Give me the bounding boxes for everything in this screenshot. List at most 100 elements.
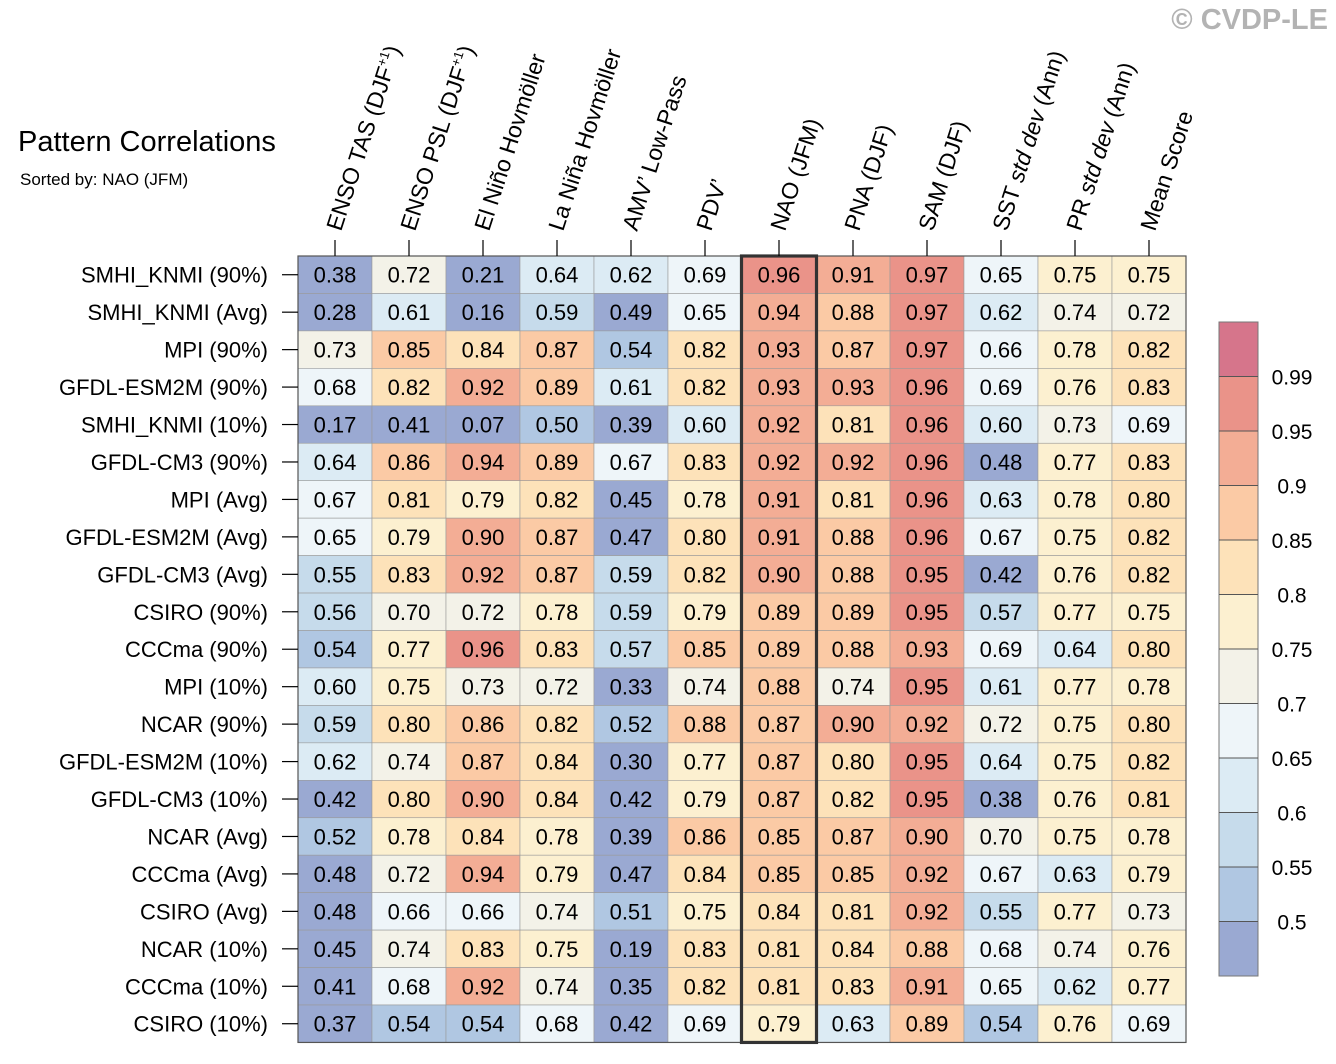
cell-value: 0.89 (758, 600, 801, 625)
cell-value: 0.37 (314, 1012, 357, 1037)
cell-value: 0.88 (758, 675, 801, 700)
cell-value: 0.92 (758, 450, 801, 475)
cell-value: 0.57 (980, 600, 1023, 625)
heatmap-cell (815, 517, 891, 556)
cell-value: 0.82 (1128, 750, 1171, 775)
heatmap-cell (297, 405, 373, 444)
cell-value: 0.65 (980, 263, 1023, 288)
cell-value: 0.90 (906, 824, 949, 849)
heatmap-cell (667, 854, 743, 893)
cell-value: 0.42 (610, 787, 653, 812)
heatmap-cell (1037, 892, 1113, 931)
cell-value: 0.83 (462, 937, 505, 962)
heatmap-cell (297, 854, 373, 893)
heatmap-cell (741, 592, 817, 631)
colorbar-segment (1219, 649, 1258, 704)
row-label: GFDL-ESM2M (10%) (59, 750, 268, 775)
heatmap-cell (445, 779, 521, 819)
cell-value: 0.87 (758, 787, 801, 812)
cell-value: 0.81 (758, 974, 801, 999)
heatmap-cell (889, 667, 965, 706)
cell-value: 0.61 (388, 300, 431, 325)
cell-value: 0.64 (536, 263, 579, 288)
cell-value: 0.87 (536, 562, 579, 587)
cell-value: 0.85 (684, 637, 727, 662)
cell-value: 0.55 (314, 562, 357, 587)
heatmap-cell (667, 892, 743, 931)
colorbar-segment (1219, 594, 1258, 649)
cell-value: 0.92 (832, 450, 875, 475)
cell-value: 0.42 (314, 787, 357, 812)
heatmap-cell (1111, 967, 1187, 1006)
row-label: GFDL-CM3 (10%) (91, 787, 268, 812)
heatmap-cell (963, 368, 1039, 407)
cell-value: 0.54 (980, 1012, 1023, 1037)
cell-value: 0.89 (906, 1012, 949, 1037)
row-label: GFDL-ESM2M (Avg) (65, 525, 268, 550)
cell-value: 0.07 (462, 413, 505, 438)
heatmap-cell (593, 405, 669, 444)
heatmap-cell (371, 892, 447, 931)
cell-value: 0.60 (980, 413, 1023, 438)
cell-value: 0.75 (684, 899, 727, 924)
cell-value: 0.79 (388, 525, 431, 550)
cell-value: 0.76 (1054, 375, 1097, 400)
cell-value: 0.48 (980, 450, 1023, 475)
heatmap-cell (963, 630, 1039, 669)
heatmap-cell (1037, 368, 1113, 407)
heatmap-cell (963, 442, 1039, 482)
cell-value: 0.68 (980, 937, 1023, 962)
cell-value: 0.74 (1054, 937, 1097, 962)
heatmap-cell (593, 555, 669, 594)
cell-value: 0.79 (536, 862, 579, 887)
heatmap-cell (667, 742, 743, 781)
heatmap-cell (963, 967, 1039, 1006)
heatmap-cell (1111, 929, 1187, 968)
heatmap-cell (1037, 480, 1113, 519)
cell-value: 0.59 (314, 712, 357, 737)
cell-value: 0.17 (314, 413, 357, 438)
heatmap-cell (371, 630, 447, 669)
colorbar-segment (1219, 812, 1258, 867)
cell-value: 0.73 (1054, 413, 1097, 438)
row-label: MPI (Avg) (171, 487, 268, 512)
cell-value: 0.89 (536, 450, 579, 475)
cell-value: 0.90 (832, 712, 875, 737)
cell-value: 0.72 (388, 862, 431, 887)
row-label: CCCma (Avg) (131, 862, 268, 887)
cell-value: 0.33 (610, 675, 653, 700)
heatmap-cell (297, 667, 373, 706)
cell-value: 0.83 (684, 450, 727, 475)
cell-value: 0.87 (832, 338, 875, 363)
row-label: SMHI_KNMI (10%) (81, 413, 268, 438)
column-label: SAM (DJF) (913, 117, 973, 233)
column-label: PNA (DJF) (839, 121, 898, 234)
cell-value: 0.90 (462, 787, 505, 812)
heatmap-cell (445, 1004, 521, 1043)
cell-value: 0.42 (610, 1012, 653, 1037)
cell-value: 0.65 (684, 300, 727, 325)
cell-value: 0.80 (1128, 637, 1171, 662)
cell-value: 0.75 (1054, 750, 1097, 775)
column-label: AMV’ Low-Pass (617, 72, 692, 234)
heatmap-cell (741, 368, 817, 407)
heatmap-cell (1037, 854, 1113, 893)
cell-value: 0.80 (684, 525, 727, 550)
cell-value: 0.94 (462, 862, 505, 887)
heatmap-cell (667, 330, 743, 369)
heatmap-cell (297, 929, 373, 968)
heatmap-cell (297, 817, 373, 856)
heatmap-cell (1111, 1004, 1187, 1043)
column-label: PDV’ (691, 176, 732, 234)
row-label: GFDL-CM3 (Avg) (97, 562, 268, 587)
cell-value: 0.87 (832, 824, 875, 849)
cell-value: 0.86 (388, 450, 431, 475)
cell-value: 0.87 (536, 525, 579, 550)
cell-value: 0.92 (906, 712, 949, 737)
cell-value: 0.79 (684, 787, 727, 812)
cell-value: 0.30 (610, 750, 653, 775)
cell-value: 0.82 (536, 487, 579, 512)
heatmap-cell (1037, 592, 1113, 631)
cell-value: 0.77 (388, 637, 431, 662)
